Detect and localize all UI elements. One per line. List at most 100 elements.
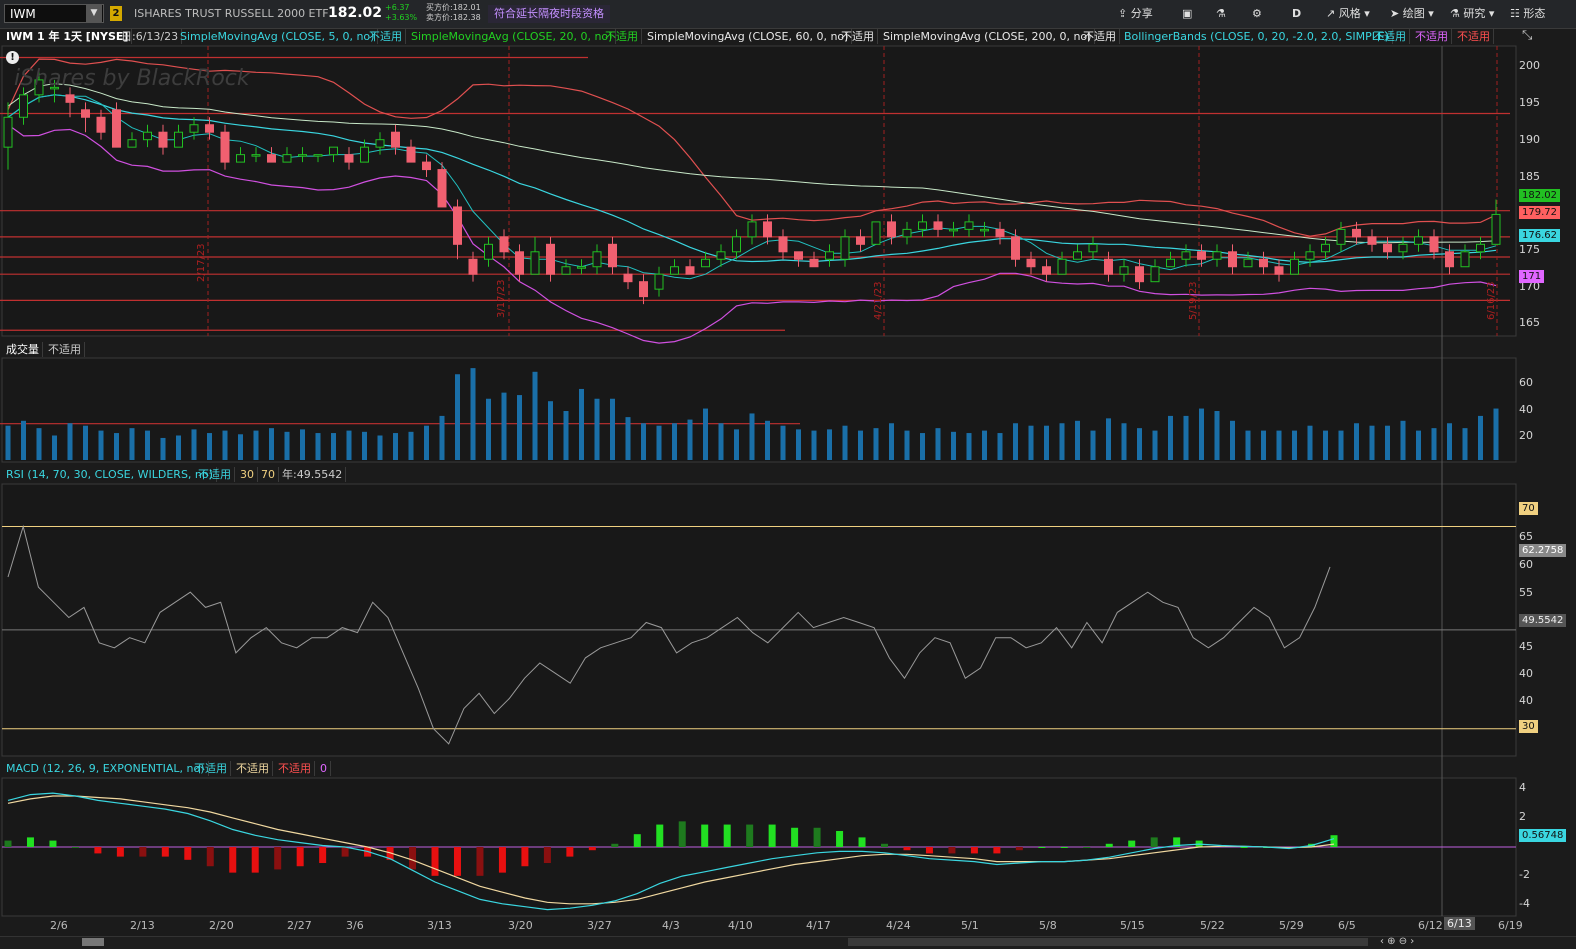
macd-histogram-bar <box>813 827 821 847</box>
macd-histogram-bar <box>206 847 214 867</box>
macd-histogram-bar <box>1218 845 1226 847</box>
extended-hours-badge[interactable]: 符合延长隔夜时段资格 <box>488 5 610 23</box>
volume-title[interactable]: 成交量 <box>3 342 43 357</box>
volume-bar <box>408 431 414 460</box>
symbol-input[interactable]: IWM <box>4 4 104 23</box>
settings-button[interactable]: ⚙ <box>1252 4 1262 24</box>
macd-histogram-bar <box>1330 835 1338 847</box>
candle-body <box>65 94 75 103</box>
scrollbar-track[interactable] <box>848 938 1368 946</box>
y-tick: 185 <box>1519 170 1540 183</box>
macd-histogram-bar <box>229 847 237 873</box>
snapshot-button[interactable]: ▣ <box>1182 4 1192 24</box>
candle-body <box>1026 258 1036 268</box>
camera-icon: ▣ <box>1182 7 1193 20</box>
rsi-title[interactable]: RSI (14, 70, 30, CLOSE, WILDERS, no) <box>3 467 217 482</box>
candle-body <box>701 258 710 268</box>
volume-bar <box>83 425 88 460</box>
rsi-overbought: 70 <box>258 467 279 482</box>
macd-histogram-bar <box>1150 837 1158 847</box>
volume-bar <box>129 428 135 460</box>
study-sma20[interactable]: SimpleMovingAvg (CLOSE, 20, 0, no) <box>408 29 617 44</box>
share-button[interactable]: ⇪ 分享 <box>1118 7 1153 20</box>
candle-body <box>1445 251 1454 268</box>
study-sma200[interactable]: SimpleMovingAvg (CLOSE, 200, 0, no) <box>880 29 1096 44</box>
study-sma60[interactable]: SimpleMovingAvg (CLOSE, 60, 0, no) <box>644 29 853 44</box>
flask-button[interactable]: ⚗ <box>1216 4 1226 24</box>
macd-title[interactable]: MACD (12, 26, 9, EXPONENTIAL, no) <box>3 761 209 776</box>
candle-body <box>1104 258 1113 275</box>
macd-histogram-bar <box>476 847 484 876</box>
macd-histogram-bar <box>1240 847 1248 848</box>
cursor-date-tag: 6/13 <box>1444 917 1475 930</box>
candle-body <box>1212 251 1222 260</box>
candle-body <box>639 281 648 298</box>
zoom-controls[interactable]: ‹ ⊕ ⊖ › <box>1380 936 1415 947</box>
style-button[interactable]: ↗ 风格 ▾ <box>1326 7 1370 20</box>
volume-bar <box>594 398 600 460</box>
alert-icon[interactable]: ! <box>6 51 19 64</box>
price-change: +6.37 +3.63% <box>385 3 417 23</box>
macd-histogram-bar <box>656 824 664 847</box>
candle-body <box>313 154 323 157</box>
rsi-y-tick: 45 <box>1519 640 1533 653</box>
macd-histogram-bar <box>453 847 461 876</box>
symbol-dropdown-icon[interactable]: ▼ <box>86 5 102 22</box>
candle-body <box>1274 266 1284 275</box>
volume-bar <box>393 433 398 460</box>
date-marker: 6/16/23 <box>1486 281 1497 320</box>
draw-button[interactable]: ➤ 绘图 ▾ <box>1390 7 1434 20</box>
vol-y-tick: 20 <box>1519 429 1533 442</box>
collapse-icon[interactable]: ⤡ <box>1522 28 1533 43</box>
candle-body <box>1367 236 1377 245</box>
macd-histogram-bar <box>1263 847 1271 848</box>
volume-bar <box>703 408 708 460</box>
x-axis-date: 5/22 <box>1200 919 1225 932</box>
candle-body <box>1429 236 1439 253</box>
volume-bar <box>1276 430 1282 460</box>
candle-body <box>143 131 152 141</box>
chevron-down-icon: ▾ <box>1364 7 1370 20</box>
macd-histogram-bar <box>251 847 259 873</box>
volume-bar <box>858 430 863 460</box>
volume-bar <box>734 429 739 460</box>
volume-bar <box>222 430 228 460</box>
y-tick: 175 <box>1519 243 1540 256</box>
candle-body <box>825 251 834 260</box>
scrollbar-handle-left[interactable] <box>82 938 104 946</box>
macd-line <box>7 792 1335 911</box>
candle-body <box>794 251 803 260</box>
macd-histogram-bar <box>94 847 102 854</box>
study-bollinger[interactable]: BollingerBands (CLOSE, 0, 20, -2.0, 2.0,… <box>1121 29 1394 44</box>
volume-bar <box>842 425 848 460</box>
macd-histogram-bar <box>521 847 529 867</box>
macd-histogram-bar <box>71 847 79 848</box>
macd-histogram-bar <box>1015 847 1023 851</box>
candle-body <box>189 124 199 133</box>
volume-bar <box>641 423 646 460</box>
link-group-badge[interactable]: 2 <box>110 6 122 21</box>
macd-histogram-bar <box>184 847 192 860</box>
study-sma5[interactable]: SimpleMovingAvg (CLOSE, 5, 0, no) <box>177 29 379 44</box>
macd-histogram-bar <box>633 834 641 847</box>
study-sma200-value: 不适用 <box>1080 29 1120 44</box>
rsi-tag-30: 30 <box>1519 720 1538 733</box>
sma5-line <box>7 94 1497 280</box>
candle-body <box>1150 266 1160 283</box>
chart-style-icon: ↗ <box>1326 7 1336 20</box>
candle-body <box>577 266 586 269</box>
macd-y-tick: 2 <box>1519 810 1526 823</box>
patterns-button[interactable]: ☷ 形态 <box>1510 7 1546 20</box>
candle-body <box>1011 236 1020 260</box>
macd-histogram-bar <box>139 847 147 857</box>
volume-bar <box>982 430 987 460</box>
y-tick: 195 <box>1519 96 1540 109</box>
macd-histogram-bar <box>543 847 551 864</box>
date-marker: 5/19/23 <box>1188 281 1199 320</box>
chart-title[interactable]: IWM 1 年 1天 [NYSE] <box>3 29 133 44</box>
sma60-line <box>7 83 1497 244</box>
volume-bar <box>904 430 910 460</box>
research-button[interactable]: ⚗ 研究 ▾ <box>1450 7 1495 20</box>
period-button[interactable]: D <box>1292 7 1302 20</box>
volume-bar <box>1152 430 1158 460</box>
